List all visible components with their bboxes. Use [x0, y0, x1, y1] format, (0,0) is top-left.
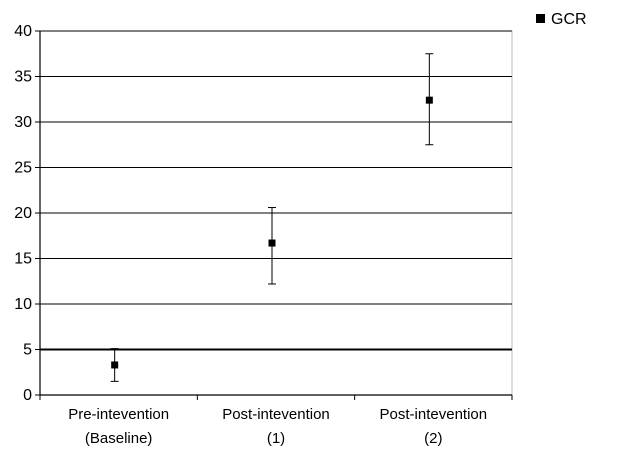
- x-tick-label: Post-intevention: [380, 406, 488, 423]
- data-points: [111, 96, 433, 369]
- x-tick-labels: Pre-intevention (Baseline) Post-inteventio…: [68, 406, 487, 447]
- y-tick-label: 30: [14, 114, 32, 131]
- y-tick-label: 0: [23, 387, 32, 404]
- y-tick-label: 10: [14, 296, 32, 313]
- data-point-1: [268, 239, 276, 247]
- x-tick-label: (1): [267, 430, 285, 447]
- legend-marker: [536, 14, 545, 23]
- legend: GCR: [536, 11, 587, 28]
- y-tick-label: 25: [14, 160, 32, 177]
- axes: [35, 30, 513, 400]
- x-tick-label: Post-intevention: [222, 406, 330, 423]
- y-tick-label: 20: [14, 205, 32, 222]
- x-tick-label: Pre-intevention: [68, 406, 169, 423]
- y-tick-labels: 0 5 10 15 20 25 30 35 40: [14, 23, 32, 404]
- y-tick-label: 35: [14, 69, 32, 86]
- y-tick-label: 40: [14, 23, 32, 40]
- legend-label: GCR: [551, 11, 587, 28]
- x-tick-label: (2): [424, 430, 442, 447]
- x-tick-label: (Baseline): [85, 430, 153, 447]
- data-point-0: [111, 361, 119, 369]
- data-point-2: [425, 96, 433, 104]
- y-tick-label: 5: [23, 342, 32, 359]
- y-tick-label: 15: [14, 251, 32, 268]
